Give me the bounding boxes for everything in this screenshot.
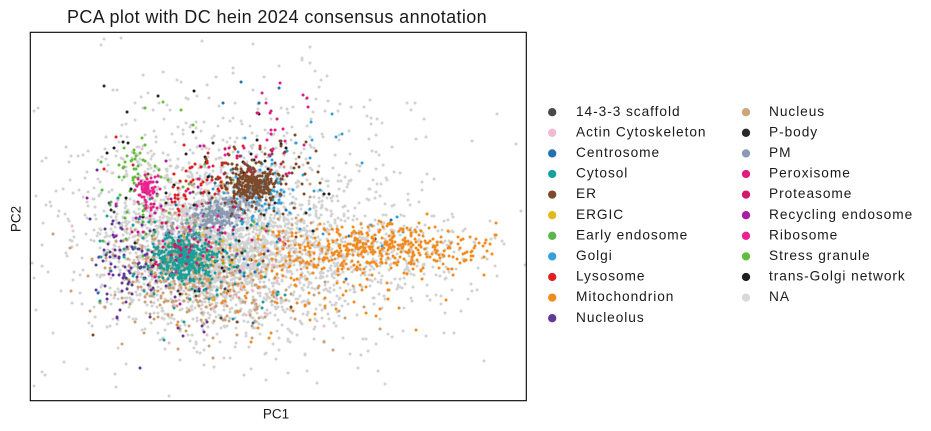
svg-text:Early endosome: Early endosome (576, 227, 688, 242)
svg-text:Centrosome: Centrosome (576, 145, 660, 160)
svg-text:Proteasome: Proteasome (769, 186, 852, 201)
svg-text:NA: NA (769, 289, 790, 304)
svg-text:P-body: P-body (769, 124, 818, 139)
svg-text:PC2: PC2 (9, 206, 24, 232)
svg-text:PCA plot with DC hein 2024 con: PCA plot with DC hein 2024 consensus ann… (67, 7, 487, 27)
svg-text:Mitochondrion: Mitochondrion (576, 289, 674, 304)
svg-text:PC1: PC1 (263, 406, 289, 421)
svg-text:Stress granule: Stress granule (769, 248, 871, 263)
svg-text:Lysosome: Lysosome (576, 269, 645, 284)
svg-text:Cytosol: Cytosol (576, 166, 628, 181)
svg-text:ERGIC: ERGIC (576, 207, 624, 222)
svg-text:Golgi: Golgi (576, 248, 613, 263)
svg-text:14-3-3 scaffold: 14-3-3 scaffold (576, 104, 681, 119)
svg-text:Nucleolus: Nucleolus (576, 310, 645, 325)
svg-text:PM: PM (769, 145, 791, 160)
svg-text:Nucleus: Nucleus (769, 104, 825, 119)
svg-text:Ribosome: Ribosome (769, 227, 838, 242)
svg-text:Recycling endosome: Recycling endosome (769, 207, 913, 222)
svg-text:ER: ER (576, 186, 597, 201)
svg-text:Actin Cytoskeleton: Actin Cytoskeleton (576, 124, 706, 139)
svg-text:trans-Golgi network: trans-Golgi network (769, 269, 906, 284)
svg-text:Peroxisome: Peroxisome (769, 166, 851, 181)
